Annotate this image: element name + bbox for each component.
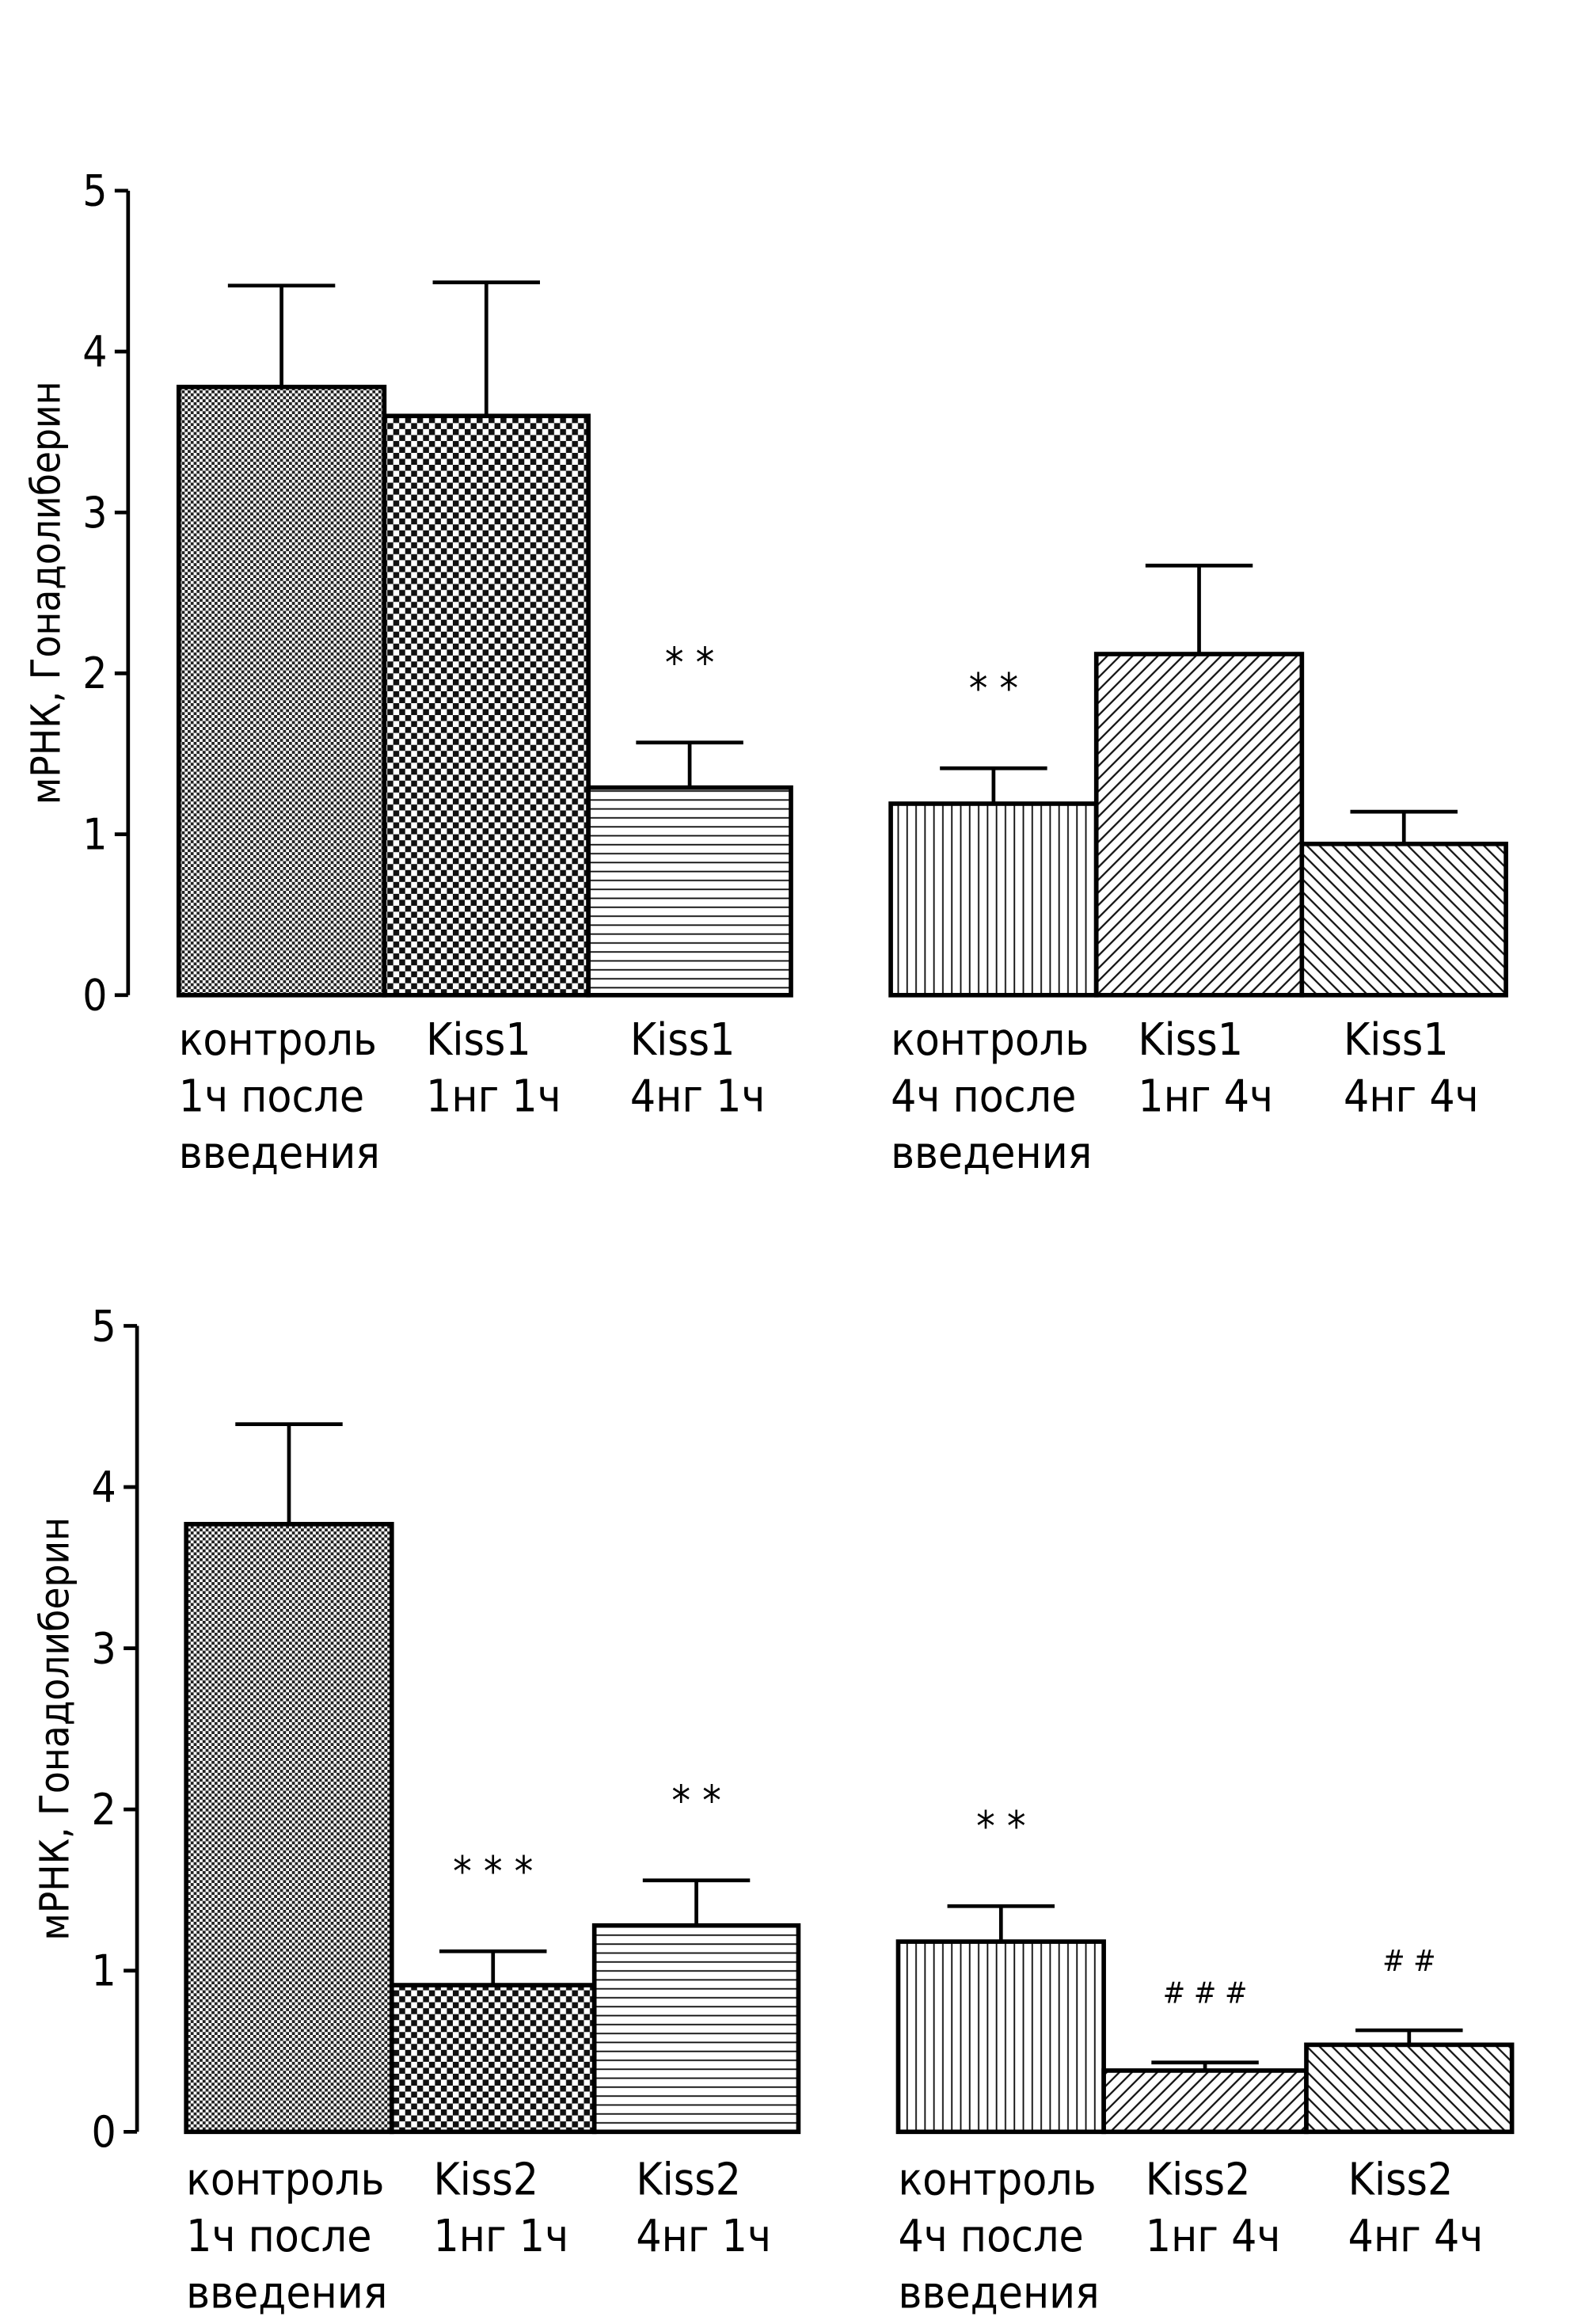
x-tick-label: 1нг 4ч bbox=[1138, 1071, 1273, 1123]
bar bbox=[1101, 2068, 1309, 2135]
x-tick-label: контроль bbox=[179, 1014, 377, 1066]
significance-label: * * * bbox=[453, 1848, 533, 1896]
x-tick-label: 4нг 1ч bbox=[630, 1071, 766, 1123]
significance-label: * * bbox=[671, 1777, 720, 1825]
x-tick-label: 1нг 1ч bbox=[433, 2211, 568, 2262]
x-tick-label: 1ч после bbox=[186, 2211, 371, 2262]
x-tick-label: Kiss2 bbox=[636, 2154, 741, 2205]
x-tick-label: Kiss2 bbox=[1348, 2154, 1454, 2205]
y-tick-label: 3 bbox=[92, 1622, 116, 1673]
x-tick-label: 4ч после bbox=[898, 2211, 1083, 2262]
y-tick-label: 0 bbox=[92, 2106, 116, 2157]
y-tick-label: 2 bbox=[82, 648, 107, 698]
x-tick-label: введения bbox=[186, 2267, 387, 2318]
x-tick-label: 1нг 1ч bbox=[426, 1071, 561, 1123]
x-tick-label: контроль bbox=[186, 2154, 384, 2205]
y-tick-label: 0 bbox=[82, 970, 107, 1021]
y-tick-label: 4 bbox=[92, 1462, 116, 1512]
x-tick-label: 4ч после bbox=[891, 1071, 1076, 1123]
chart-2: 0 1 2 3 4 5 мРНК, Гонадолиберин контроль 1ч посл… bbox=[32, 1300, 1515, 2318]
bar bbox=[184, 1522, 394, 2135]
bar bbox=[176, 384, 387, 998]
y-tick-label: 1 bbox=[92, 1946, 116, 1996]
bar bbox=[586, 785, 793, 998]
y-axis-label: мРНК, Гонадолиберин bbox=[22, 381, 69, 804]
significance-label: * * bbox=[665, 639, 714, 687]
y-axis-label: мРНК, Гонадолиберин bbox=[32, 1517, 78, 1941]
y-tick-label: 5 bbox=[82, 165, 107, 216]
x-tick-label: Kiss1 bbox=[426, 1014, 531, 1066]
bar bbox=[888, 801, 1099, 998]
x-tick-label: 1ч после bbox=[179, 1071, 364, 1123]
x-tick-label: контроль bbox=[898, 2154, 1096, 2205]
bar bbox=[591, 1923, 801, 2135]
significance-label: * * bbox=[969, 665, 1018, 713]
significance-label: * * bbox=[976, 1803, 1025, 1851]
x-tick-label: 4нг 4ч bbox=[1344, 1071, 1479, 1123]
y-tick-label: 2 bbox=[92, 1784, 116, 1835]
bar bbox=[1093, 652, 1305, 998]
x-tick-label: введения bbox=[179, 1128, 380, 1179]
bar bbox=[1299, 841, 1508, 998]
x-tick-label: Kiss1 bbox=[1344, 1014, 1449, 1066]
x-tick-label: Kiss2 bbox=[433, 2154, 538, 2205]
x-tick-label: Kiss1 bbox=[630, 1014, 736, 1066]
x-tick-label: введения bbox=[891, 1128, 1092, 1179]
y-tick-label: 3 bbox=[82, 487, 107, 538]
bar bbox=[1304, 2042, 1515, 2135]
x-tick-label: Kiss1 bbox=[1138, 1014, 1243, 1066]
significance-label: # # bbox=[1382, 1943, 1435, 1978]
x-tick-label: контроль bbox=[891, 1014, 1089, 1066]
y-tick-label: 5 bbox=[92, 1300, 116, 1351]
y-tick-label: 1 bbox=[82, 808, 107, 859]
x-tick-label: 4нг 4ч bbox=[1348, 2211, 1484, 2262]
y-tick-label: 4 bbox=[82, 326, 107, 377]
x-tick-label: введения bbox=[898, 2267, 1099, 2318]
bar bbox=[895, 1939, 1106, 2135]
bar bbox=[382, 413, 591, 998]
x-tick-label: 1нг 4ч bbox=[1146, 2211, 1281, 2262]
significance-label: # # # bbox=[1163, 1976, 1248, 2010]
x-tick-label: 4нг 1ч bbox=[636, 2211, 771, 2262]
bar bbox=[389, 1983, 597, 2135]
x-tick-label: Kiss2 bbox=[1146, 2154, 1251, 2205]
